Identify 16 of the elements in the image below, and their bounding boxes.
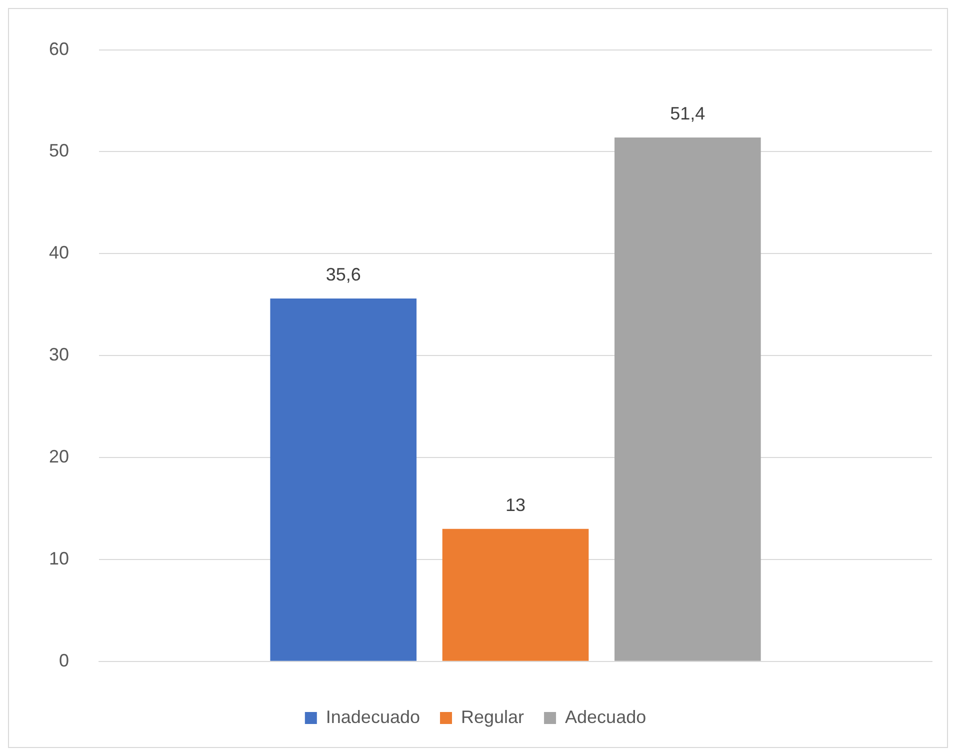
y-tick-label: 10 [48, 548, 70, 568]
data-label: 51,4 [670, 103, 706, 124]
bar [614, 137, 761, 661]
y-tick-label: 40 [48, 242, 70, 263]
legend-label: Inadecuado [326, 706, 420, 727]
y-tick-label: 20 [48, 446, 70, 466]
y-tick-label: 60 [48, 38, 70, 59]
y-tick-label: 30 [48, 344, 70, 365]
y-tick-label: 0 [59, 650, 70, 670]
bar [270, 298, 417, 661]
data-label: 35,6 [326, 264, 361, 284]
legend-label: Adecuado [565, 706, 646, 727]
bar [442, 528, 589, 661]
legend-label: Regular [460, 706, 524, 727]
data-label: 13 [505, 494, 526, 515]
y-tick-label: 50 [48, 140, 70, 161]
